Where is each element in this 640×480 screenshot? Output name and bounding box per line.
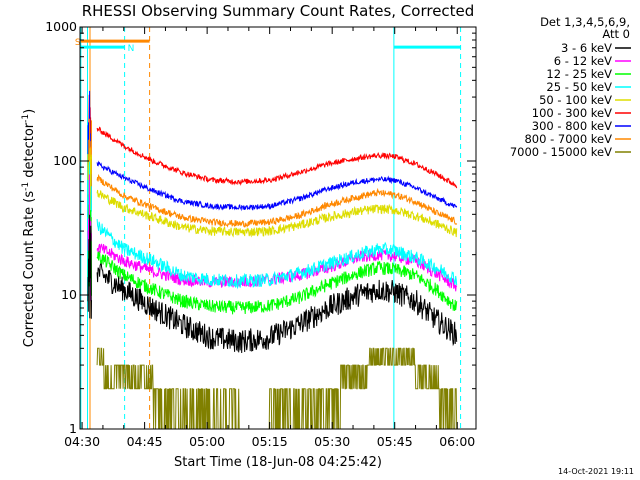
- series-line-3-6-kev: [96, 262, 458, 354]
- x-tick-label: 05:15: [252, 434, 288, 449]
- early-spike-line-7: [87, 214, 92, 319]
- legend-label-50-100-kev: 50 - 100 keV: [539, 93, 612, 107]
- legend-header-line-1: Det 1,3,4,5,6,9,: [540, 15, 630, 29]
- legend-header-line-2: Att 0: [602, 27, 630, 41]
- y-axis: 1 10 100 1000: [45, 19, 476, 436]
- flag-label-s: S: [75, 38, 81, 48]
- legend-label-6-12-kev: 6 - 12 keV: [554, 54, 612, 68]
- x-axis-label: Start Time (18-Jun-08 04:25:42): [174, 455, 382, 470]
- x-tick-label: 05:45: [377, 434, 413, 449]
- timestamp: 14-Oct-2021 19:11: [558, 467, 634, 476]
- series-line-12-25-kev: [96, 249, 458, 315]
- y-tick-label: 10: [61, 287, 77, 302]
- plot-area: SN: [75, 27, 462, 430]
- x-tick-label: 04:30: [64, 434, 100, 449]
- series-line-300-800-kev: [96, 160, 458, 212]
- legend-label-7000-15000-kev: 7000 - 15000 keV: [510, 145, 612, 159]
- plot-frame: [79, 26, 477, 430]
- x-tick-label: 04:45: [127, 434, 163, 449]
- series-line-50-100-kev: [96, 189, 458, 238]
- series-line-100-300-kev: [96, 126, 458, 189]
- y-tick-label: 100: [53, 153, 77, 168]
- legend-label-25-50-kev: 25 - 50 keV: [546, 80, 612, 94]
- legend-label-300-800-kev: 300 - 800 keV: [532, 119, 612, 133]
- y-axis-label: Corrected Count Rate (s-1 detector-1): [21, 109, 37, 347]
- series-line-25-50-kev: [96, 219, 458, 290]
- series-line-7000-15000-kev: [96, 347, 458, 430]
- early-spike-line-1: [87, 90, 92, 218]
- series-line-800-7000-kev: [96, 173, 458, 228]
- x-tick-label: 06:00: [439, 434, 475, 449]
- legend-label-12-25-kev: 12 - 25 keV: [546, 67, 612, 81]
- x-tick-label: 05:30: [314, 434, 350, 449]
- flag-label-n: N: [128, 44, 135, 54]
- y-tick-label: 1000: [45, 19, 77, 34]
- y-tick-label: 1: [69, 421, 77, 436]
- legend-label-3-6-kev: 3 - 6 keV: [561, 41, 612, 55]
- chart-title: RHESSI Observing Summary Count Rates, Co…: [82, 2, 475, 20]
- x-axis: 04:30 04:45 05:00 05:15 05:30 05:45 06:00: [64, 27, 475, 449]
- legend-label-100-300-kev: 100 - 300 keV: [532, 106, 612, 120]
- legend-label-800-7000-kev: 800 - 7000 keV: [524, 132, 612, 146]
- x-tick-label: 05:00: [189, 434, 225, 449]
